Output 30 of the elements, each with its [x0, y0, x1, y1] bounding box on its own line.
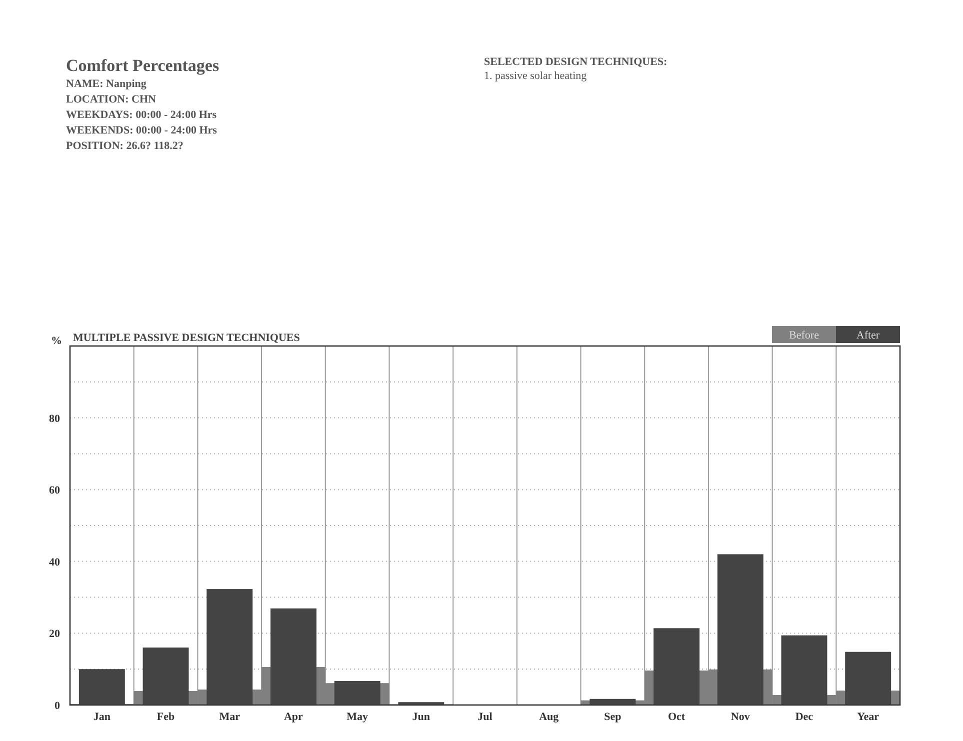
y-tick-label: 40	[49, 556, 60, 568]
x-tick-label: Jan	[93, 711, 110, 723]
y-tick-label: 0	[54, 700, 60, 712]
x-tick-label: Mar	[219, 711, 240, 723]
y-axis-title: %	[51, 335, 62, 347]
x-tick-label: Oct	[668, 711, 686, 723]
x-tick-label: Jun	[412, 711, 430, 723]
y-tick-label: 60	[49, 484, 60, 497]
text: 1. passive solar heating	[484, 70, 588, 82]
x-tick-label: Sep	[604, 711, 622, 723]
x-tick-label: Jul	[478, 711, 492, 723]
text: WEEKENDS: 00:00 - 24:00 Hrs	[66, 124, 218, 136]
chart-title: Comfort Percentages	[66, 56, 220, 75]
x-tick-label: Apr	[284, 711, 304, 723]
x-tick-label: Nov	[730, 711, 750, 723]
x-tick-label: Aug	[539, 711, 560, 723]
y-tick-label: 80	[49, 412, 60, 425]
text: POSITION: 26.6? 118.2?	[66, 140, 184, 152]
x-tick-label: May	[346, 711, 368, 723]
text: WEEKDAYS: 00:00 - 24:00 Hrs	[66, 109, 218, 121]
y-tick-label: 20	[49, 628, 60, 640]
x-tick-label: Dec	[795, 711, 814, 723]
text: Before	[789, 330, 820, 342]
text: SELECTED DESIGN TECHNIQUES:	[484, 56, 668, 68]
x-tick-label: Feb	[156, 711, 175, 723]
text: LOCATION: CHN	[66, 94, 156, 106]
text: NAME: Nanping	[66, 78, 147, 90]
chart-subtitle: MULTIPLE PASSIVE DESIGN TECHNIQUES	[73, 332, 300, 344]
text: After	[856, 330, 880, 342]
x-tick-label: Year	[857, 711, 880, 723]
